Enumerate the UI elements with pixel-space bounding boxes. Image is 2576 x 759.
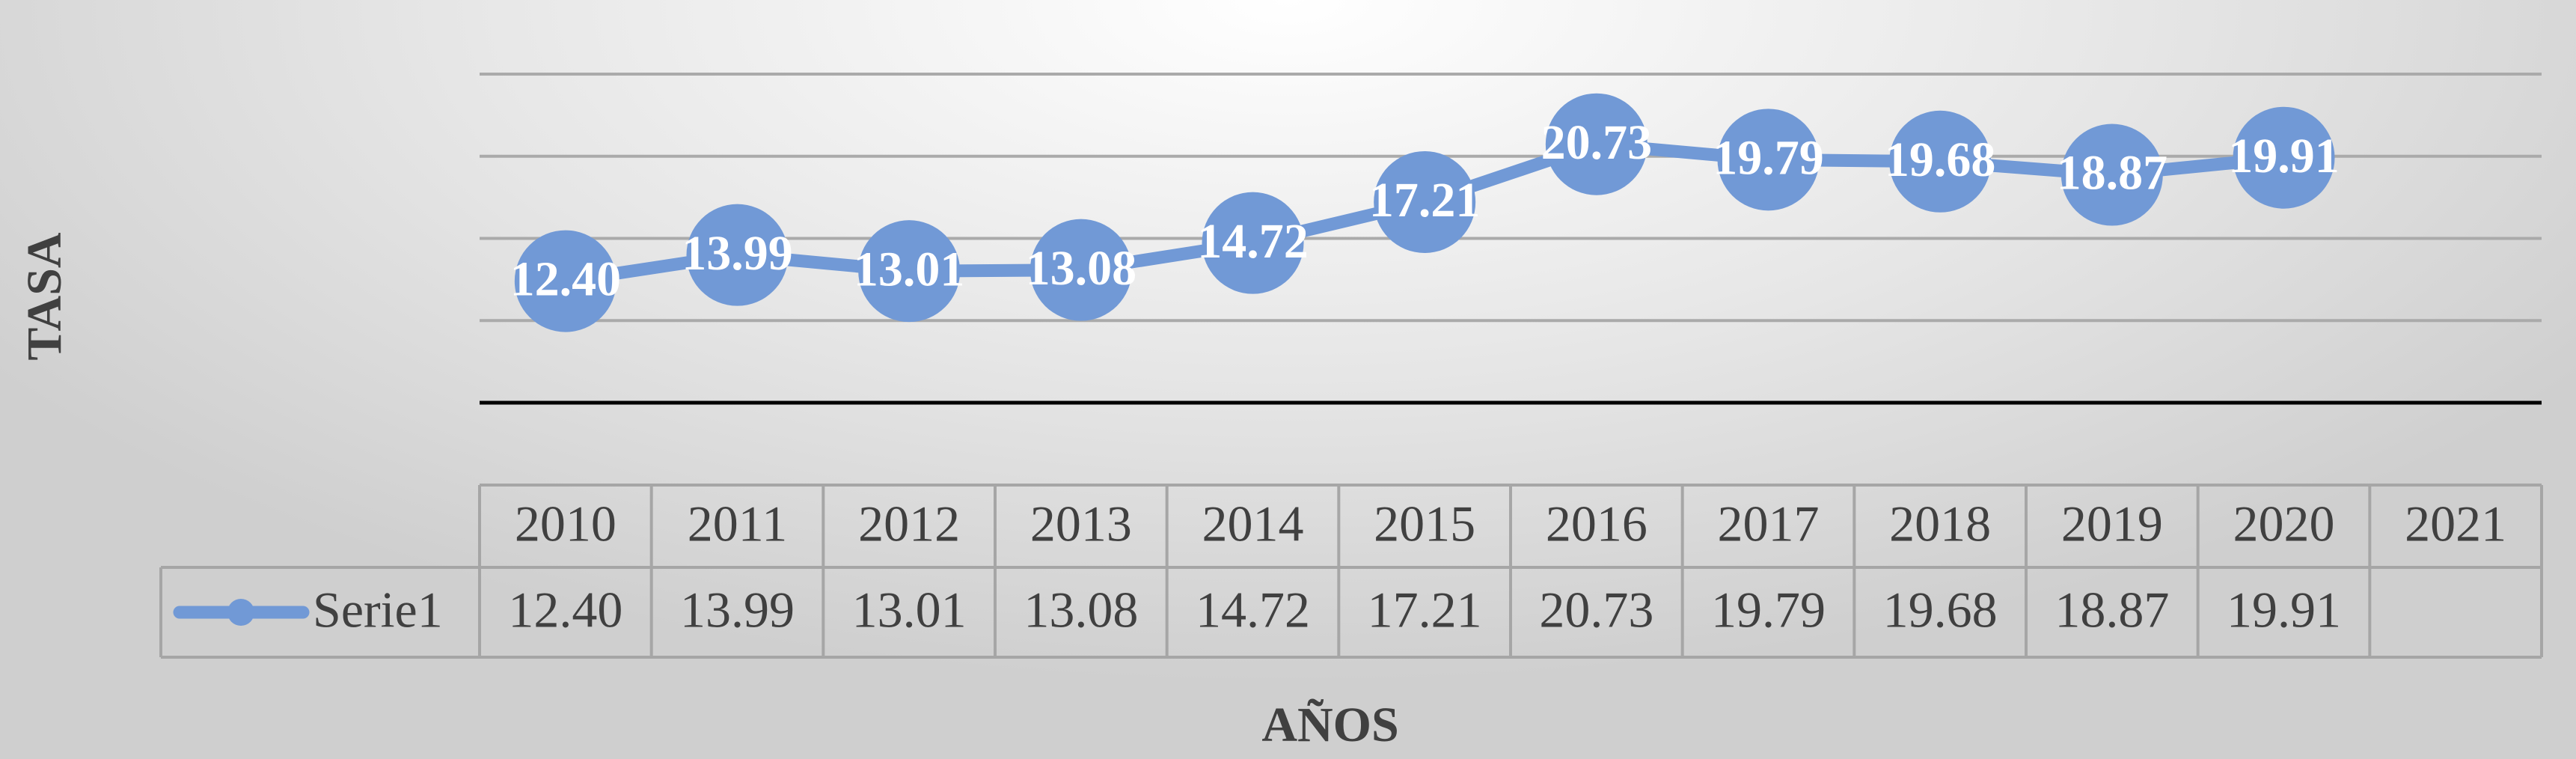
x-tick-label: 2010 [515, 496, 617, 552]
data-label: 13.99 [682, 226, 793, 281]
x-tick-label: 2020 [2233, 496, 2335, 552]
data-point [514, 230, 617, 332]
legend-label: Serie1 [313, 582, 443, 638]
table-value: 13.08 [1024, 582, 1138, 638]
x-tick-label: 2018 [1889, 496, 1991, 552]
x-tick-label: 2017 [1718, 496, 1820, 552]
data-label: 19.68 [1885, 132, 1996, 187]
x-tick-label: 2012 [858, 496, 960, 552]
x-tick-label: 2013 [1030, 496, 1132, 552]
data-point [1889, 110, 1992, 213]
table-value: 20.73 [1539, 582, 1653, 638]
data-point [1030, 219, 1132, 321]
table-value: 18.87 [2055, 582, 2169, 638]
data-label: 17.21 [1369, 173, 1481, 228]
x-tick-label: 2016 [1546, 496, 1648, 552]
x-tick-label: 2015 [1374, 496, 1475, 552]
data-point [858, 220, 961, 323]
table-value: 19.68 [1883, 582, 1998, 638]
table-value: 19.91 [2227, 582, 2341, 638]
table-value: 14.72 [1196, 582, 1310, 638]
data-label: 18.87 [2057, 146, 2168, 201]
table-value: 19.79 [1711, 582, 1826, 638]
data-point [1202, 192, 1304, 294]
data-label: 13.08 [1026, 241, 1137, 296]
legend-marker [227, 599, 254, 626]
x-axis-title: AÑOS [1261, 698, 1398, 752]
x-tick-label: 2014 [1202, 496, 1304, 552]
data-label: 19.91 [2228, 129, 2340, 183]
x-tick-label: 2021 [2405, 496, 2506, 552]
data-label: 12.40 [510, 252, 622, 307]
x-tick-label: 2019 [2061, 496, 2163, 552]
data-label: 14.72 [1197, 214, 1309, 269]
data-point [1374, 150, 1476, 253]
data-label: 19.79 [1713, 131, 1824, 186]
table-value: 13.01 [852, 582, 967, 638]
table-value: 12.40 [508, 582, 622, 638]
data-label: 20.73 [1541, 115, 1653, 170]
table-value: 17.21 [1368, 582, 1482, 638]
x-tick-label: 2011 [688, 496, 787, 552]
table-value: 13.99 [680, 582, 795, 638]
y-axis-title: TASA [17, 232, 72, 360]
data-point [1545, 93, 1648, 195]
data-point [686, 204, 789, 306]
data-point [1717, 109, 1820, 211]
data-label: 13.01 [854, 242, 965, 296]
data-point [2061, 124, 2163, 226]
data-point [2233, 106, 2335, 209]
